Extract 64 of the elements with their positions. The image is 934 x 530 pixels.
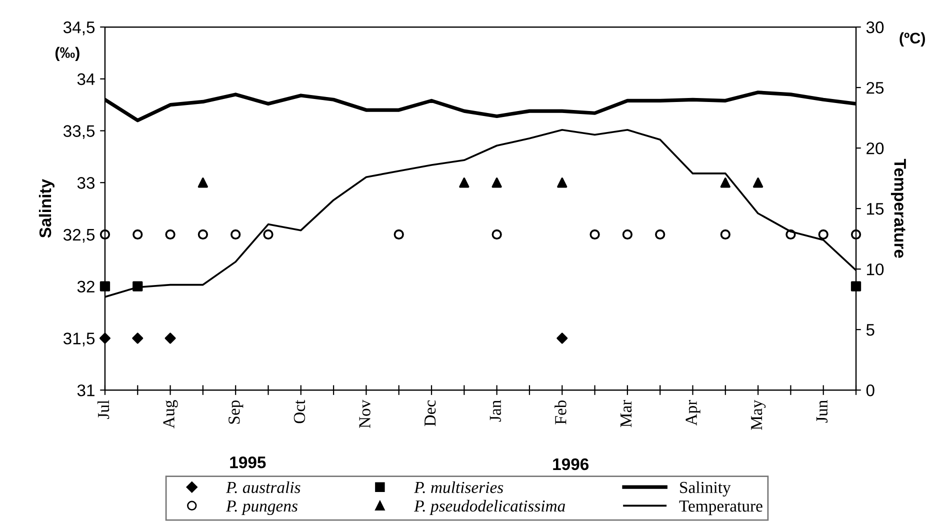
y-tick-label: 34,5 bbox=[63, 21, 95, 36]
point bbox=[492, 178, 502, 188]
point bbox=[492, 229, 502, 240]
point bbox=[556, 332, 568, 344]
y2-tick-label: 20 bbox=[866, 142, 884, 154]
point bbox=[99, 332, 110, 344]
x-tick-label: Jan bbox=[490, 400, 501, 422]
y2-tick-label: 0 bbox=[866, 384, 874, 396]
point bbox=[100, 229, 110, 240]
point bbox=[459, 178, 470, 188]
x-tick-label: Nov bbox=[359, 400, 370, 428]
point bbox=[230, 229, 241, 240]
text: 1996 bbox=[553, 458, 589, 470]
point bbox=[100, 281, 110, 292]
legend-label: Salinity bbox=[680, 481, 731, 497]
legend-label: P. multiseries bbox=[414, 481, 504, 494]
point bbox=[198, 178, 208, 188]
point bbox=[132, 229, 143, 240]
point bbox=[132, 332, 144, 344]
point bbox=[263, 229, 274, 240]
point bbox=[590, 229, 600, 240]
point bbox=[198, 229, 208, 240]
x-tick-label: Mar bbox=[620, 400, 632, 428]
y2-tick-label: 5 bbox=[866, 324, 874, 336]
y-tick-label: 32,5 bbox=[63, 228, 95, 243]
point bbox=[394, 229, 404, 240]
x-tick-label: May bbox=[751, 400, 766, 430]
x-tick-label: Dec bbox=[424, 400, 436, 426]
legend-label: P. australis bbox=[226, 481, 300, 494]
legend-label: P. pungens bbox=[226, 500, 298, 516]
y-tick-label: 33 bbox=[77, 177, 95, 189]
point bbox=[622, 229, 633, 240]
legend-label: P. pseudodelicatissima bbox=[414, 500, 566, 516]
legend-label: Temperature bbox=[679, 500, 762, 516]
point bbox=[720, 178, 730, 188]
point bbox=[655, 229, 666, 240]
point bbox=[165, 229, 176, 240]
x-tick-label: Jun bbox=[816, 400, 828, 423]
y-axis-title: Salinity bbox=[38, 179, 54, 238]
x-tick-label: Jul bbox=[97, 400, 110, 419]
x-tick-label: Apr bbox=[686, 400, 700, 426]
y-tick-label: 31 bbox=[77, 384, 94, 396]
y-tick-label: 33,5 bbox=[63, 125, 95, 139]
y2-tick-label: 10 bbox=[867, 263, 884, 276]
text: (‰) bbox=[55, 46, 80, 62]
x-tick-label: Feb bbox=[554, 400, 566, 424]
y-tick-label: 31,5 bbox=[63, 332, 95, 346]
x-tick-label: Aug bbox=[163, 400, 178, 428]
y2-tick-label: 30 bbox=[866, 21, 884, 34]
point bbox=[557, 178, 568, 188]
y-tick-label: 34 bbox=[77, 73, 95, 86]
text: 1995 bbox=[230, 456, 266, 468]
y-tick-label: 32 bbox=[77, 280, 94, 293]
y2-axis-title: Temperature bbox=[890, 158, 906, 258]
point bbox=[752, 178, 764, 188]
x-tick-label: Sep bbox=[228, 400, 244, 424]
text: (ºC) bbox=[900, 32, 925, 47]
point bbox=[818, 229, 828, 240]
y2-tick-label: 15 bbox=[867, 203, 884, 215]
point bbox=[720, 229, 730, 240]
point bbox=[850, 281, 862, 292]
y2-tick-label: 25 bbox=[866, 82, 884, 94]
point bbox=[164, 332, 176, 344]
x-tick-label: Oct bbox=[294, 400, 306, 424]
